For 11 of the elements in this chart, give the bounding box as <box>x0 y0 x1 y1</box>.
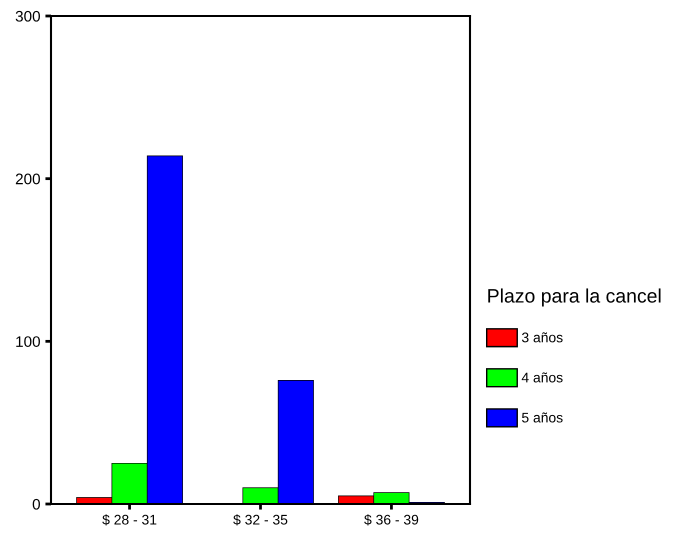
legend-label: 4 años <box>522 372 563 382</box>
y-tick-label: 0 <box>32 498 40 510</box>
y-tick-label: 300 <box>16 10 40 22</box>
y-tick-label: 100 <box>16 336 40 348</box>
x-tick-label: $ 28 - 31 <box>102 514 156 526</box>
legend-label: 5 años <box>522 412 563 423</box>
y-tick-label: 200 <box>16 174 40 184</box>
x-tick-label: $ 36 - 39 <box>364 514 418 526</box>
legend-title: Plazo para la cancel <box>488 288 660 307</box>
legend-label: 3 años <box>522 332 563 342</box>
x-tick-label: $ 32 - 35 <box>233 514 288 526</box>
